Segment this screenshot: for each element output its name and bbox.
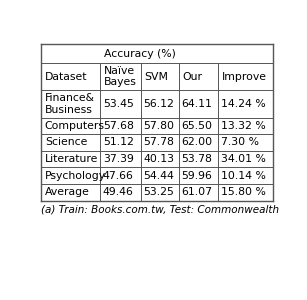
Text: Finance&
Business: Finance& Business	[45, 93, 95, 115]
Text: 53.45: 53.45	[103, 99, 134, 109]
Text: Our: Our	[182, 72, 202, 82]
Text: Naïve
Bayes: Naïve Bayes	[104, 66, 137, 88]
Text: Computers: Computers	[45, 121, 105, 131]
Text: 40.13: 40.13	[143, 154, 174, 164]
Text: 14.24 %: 14.24 %	[221, 99, 266, 109]
Text: Psychology: Psychology	[45, 171, 106, 181]
Text: Improve: Improve	[222, 72, 267, 82]
Text: 37.39: 37.39	[103, 154, 134, 164]
Text: 15.80 %: 15.80 %	[221, 188, 266, 197]
Text: 51.12: 51.12	[103, 137, 134, 148]
Text: 62.00: 62.00	[181, 137, 213, 148]
Text: Literature: Literature	[45, 154, 98, 164]
Text: 57.78: 57.78	[143, 137, 174, 148]
Text: 13.32 %: 13.32 %	[221, 121, 266, 131]
Text: 53.25: 53.25	[143, 188, 174, 197]
Text: 53.78: 53.78	[181, 154, 212, 164]
Text: 57.68: 57.68	[103, 121, 134, 131]
Text: Dataset: Dataset	[45, 72, 87, 82]
Text: (a) Train: Books.com.tw, Test: Commonwealth: (a) Train: Books.com.tw, Test: Commonwea…	[41, 205, 279, 215]
Text: Average: Average	[45, 188, 90, 197]
Text: 54.44: 54.44	[143, 171, 174, 181]
Text: SVM: SVM	[144, 72, 168, 82]
Text: 57.80: 57.80	[143, 121, 174, 131]
Text: Science: Science	[45, 137, 87, 148]
Text: 34.01 %: 34.01 %	[221, 154, 266, 164]
Text: 64.11: 64.11	[181, 99, 212, 109]
Text: 10.14 %: 10.14 %	[221, 171, 266, 181]
Text: Accuracy (%): Accuracy (%)	[104, 49, 176, 58]
Text: 7.30 %: 7.30 %	[221, 137, 259, 148]
Text: 65.50: 65.50	[181, 121, 212, 131]
Text: 49.46: 49.46	[103, 188, 134, 197]
Text: 47.66: 47.66	[103, 171, 134, 181]
Text: 59.96: 59.96	[181, 171, 212, 181]
Text: 61.07: 61.07	[181, 188, 212, 197]
Text: 56.12: 56.12	[143, 99, 174, 109]
